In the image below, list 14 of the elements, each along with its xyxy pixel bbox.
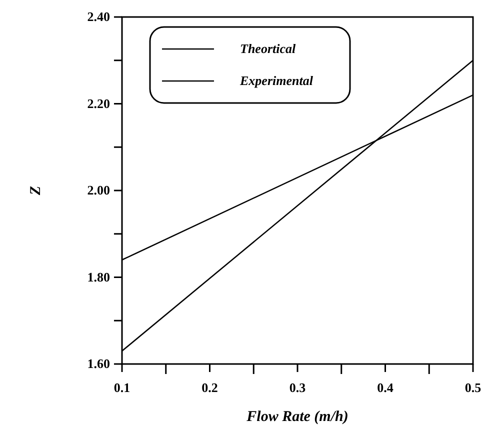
legend-label: Experimental xyxy=(239,73,314,88)
y-tick-label: 1.80 xyxy=(87,269,110,284)
y-tick-label: 2.00 xyxy=(87,182,110,198)
y-tick-label: 1.60 xyxy=(87,356,110,371)
x-tick-label: 0.1 xyxy=(114,380,130,395)
y-tick-label: 2.20 xyxy=(87,96,110,111)
legend-label: Theortical xyxy=(240,41,296,56)
x-tick-label: 0.5 xyxy=(464,380,482,395)
y-tick-label: 2.40 xyxy=(87,9,110,24)
y-axis-title: Z xyxy=(28,186,44,196)
x-axis-title: Flow Rate (m/h) xyxy=(246,409,348,425)
x-tick-label: 0.2 xyxy=(202,380,218,395)
x-tick-label: 0.3 xyxy=(289,380,306,395)
x-tick-label: 0.4 xyxy=(377,380,394,395)
